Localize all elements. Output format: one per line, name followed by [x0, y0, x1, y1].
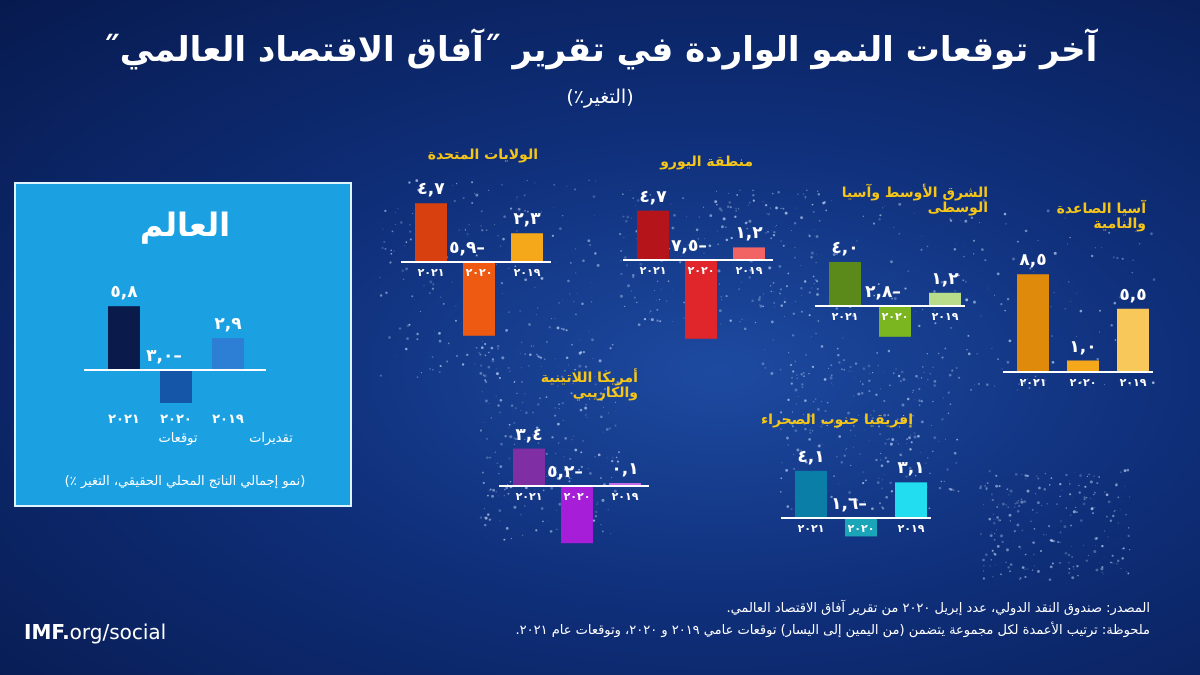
year-label-euro-0: ٢٠٢١	[639, 264, 667, 277]
legend-forecast: توقعات	[158, 431, 198, 446]
year-label-latam-1: ٢٠٢٠	[563, 490, 591, 503]
value-label-asia-1: ١,٠	[1069, 336, 1097, 357]
bar-euro-2	[733, 247, 765, 260]
year-label-mena-2: ٢٠١٩	[931, 310, 959, 323]
year-label-euro-2: ٢٠١٩	[735, 264, 763, 277]
region-title-us: الولايات المتحدة	[427, 147, 538, 163]
brand-bold: IMF.	[24, 620, 70, 644]
year-label-mena-1: ٢٠٢٠	[881, 310, 909, 323]
region-title-latam: أمريكا اللاتينية والكاريبي	[540, 370, 638, 401]
year-label-world-2: ٢٠١٩	[212, 412, 244, 427]
year-label-asia-0: ٢٠٢١	[1019, 376, 1047, 389]
bar-ssa-0	[795, 470, 827, 518]
bar-mena-2	[929, 292, 961, 306]
value-label-us-1: –٥,٩	[449, 238, 485, 258]
bar-ssa-2	[895, 482, 927, 518]
year-label-us-1: ٢٠٢٠	[465, 266, 493, 279]
value-label-euro-0: ٤,٧	[639, 186, 667, 207]
year-label-ssa-0: ٢٠٢١	[797, 522, 825, 535]
value-label-mena-0: ٤,٠	[831, 238, 859, 258]
bar-latam-1	[561, 486, 593, 544]
world-title: العالم	[139, 206, 231, 244]
bar-world-1	[160, 370, 192, 403]
bar-world-2	[212, 338, 244, 370]
page-subtitle: (التغير٪)	[566, 86, 634, 108]
year-label-mena-0: ٢٠٢١	[831, 310, 859, 323]
value-label-ssa-1: –١,٦	[831, 494, 867, 514]
bar-latam-0	[513, 448, 545, 486]
bar-euro-1	[685, 260, 717, 339]
bar-us-1	[463, 262, 495, 336]
year-label-world-1: ٢٠٢٠	[160, 412, 192, 427]
value-label-world-2: ٢,٩	[214, 314, 242, 335]
value-label-ssa-2: ٣,١	[897, 458, 925, 479]
bar-world-0	[108, 306, 140, 370]
value-label-latam-0: ٣,٤	[515, 424, 543, 445]
value-label-us-2: ٢,٣	[513, 209, 541, 230]
year-label-latam-0: ٢٠٢١	[515, 490, 543, 503]
world-note: (نمو إجمالي الناتج المحلي الحقيقي، التغي…	[64, 474, 306, 489]
region-title-ssa: إفريقيا جنوب الصحراء	[761, 412, 913, 428]
value-label-mena-1: –٢,٨	[865, 282, 901, 302]
year-label-us-0: ٢٠٢١	[417, 266, 445, 279]
footer-note: ملحوظة: ترتيب الأعمدة لكل مجموعة يتضمن (…	[515, 623, 1150, 638]
value-label-us-0: ٤,٧	[417, 179, 445, 200]
year-label-world-0: ٢٠٢١	[108, 412, 140, 427]
footer: المصدر: صندوق النقد الدولي، عدد إبريل ٢٠…	[516, 598, 1150, 642]
bar-latam-2	[609, 483, 641, 486]
region-title-asia: آسيا الصاعدة والنامية	[1056, 201, 1146, 232]
value-label-latam-1: –٥,٢	[547, 462, 583, 482]
bar-asia-1	[1067, 360, 1099, 372]
region-title-euro: منطقة اليورو	[660, 154, 753, 170]
value-label-world-0: ٥,٨	[110, 282, 138, 303]
year-label-asia-1: ٢٠٢٠	[1069, 376, 1097, 389]
value-label-asia-2: ٥,٥	[1119, 284, 1147, 305]
value-label-latam-2: ٠,١	[611, 459, 639, 479]
year-label-ssa-2: ٢٠١٩	[897, 522, 925, 535]
year-label-us-2: ٢٠١٩	[513, 266, 541, 279]
imf-brand[interactable]: IMF.org/social	[24, 620, 166, 644]
world-panel: العالم (نمو إجمالي الناتج المحلي الحقيقي…	[14, 182, 352, 507]
bar-euro-0	[637, 210, 669, 260]
year-label-latam-2: ٢٠١٩	[611, 490, 639, 503]
bar-mena-0	[829, 262, 861, 306]
footer-source: المصدر: صندوق النقد الدولي، عدد إبريل ٢٠…	[726, 601, 1150, 616]
bar-ssa-1	[845, 518, 877, 537]
bar-mena-1	[879, 306, 911, 337]
region-title-mena: الشرق الأوسط وآسيا الوسطى	[841, 185, 988, 216]
value-label-ssa-0: ٤,١	[797, 446, 825, 467]
year-label-euro-1: ٢٠٢٠	[687, 264, 715, 277]
bar-us-2	[511, 233, 543, 262]
legend-estimate: تقديرات	[249, 431, 293, 446]
brand-rest: org/social	[69, 620, 167, 644]
value-label-euro-1: –٧,٥	[671, 236, 707, 256]
value-label-world-1: –٣,٠	[146, 346, 182, 366]
bar-asia-0	[1017, 274, 1049, 372]
bar-us-0	[415, 203, 447, 262]
value-label-euro-2: ١,٢	[735, 223, 763, 244]
value-label-mena-2: ١,٢	[931, 268, 959, 289]
year-label-ssa-1: ٢٠٢٠	[847, 522, 875, 535]
bar-asia-2	[1117, 308, 1149, 372]
page-title: آخر توقعات النمو الواردة في تقرير ˝آفاق …	[102, 30, 1098, 70]
value-label-asia-0: ٨,٥	[1019, 250, 1047, 271]
year-label-asia-2: ٢٠١٩	[1119, 376, 1147, 389]
